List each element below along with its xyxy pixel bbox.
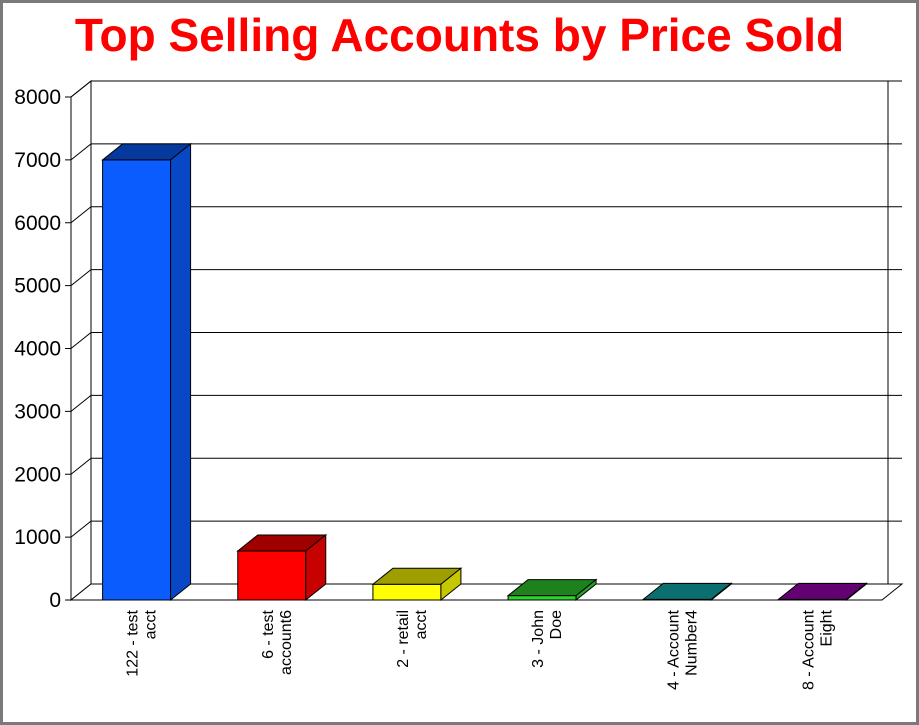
bar-side <box>710 582 732 602</box>
bar <box>102 159 172 601</box>
x-tick-label: 2 - retailacct <box>395 609 430 667</box>
x-tick-label: 122 - testacct <box>125 609 160 676</box>
x-tick-label: 6 - testaccount6 <box>260 609 295 674</box>
bar-side <box>845 582 867 602</box>
y-tick-label: 2000 <box>14 463 61 486</box>
bar <box>507 595 577 601</box>
x-tick-label: 3 - JohnDoe <box>530 610 565 668</box>
floor <box>69 583 904 601</box>
y-tick-label: 8000 <box>14 86 61 109</box>
gridline <box>70 206 902 224</box>
y-tick-label: 3000 <box>14 400 61 423</box>
y-tick-label: 7000 <box>14 149 61 172</box>
x-tick-label: 8 - AccountEight <box>800 609 835 690</box>
bar-side <box>170 142 192 602</box>
gridline <box>70 457 902 475</box>
gridline <box>70 520 902 538</box>
y-tick-label: 1000 <box>14 526 61 549</box>
gridline <box>70 332 902 349</box>
gridline <box>70 143 902 161</box>
gridline <box>70 269 902 287</box>
y-tick-label: 4000 <box>14 338 61 361</box>
gridline <box>70 80 902 98</box>
gridline <box>70 394 902 412</box>
y-tick-label: 6000 <box>14 212 61 235</box>
chart-title: Top Selling Accounts by Price Sold <box>74 9 845 61</box>
y-tick-label: 0 <box>49 589 61 612</box>
y-tick-label: 5000 <box>14 275 61 298</box>
bar-side <box>575 578 597 602</box>
bar-side <box>305 533 327 602</box>
bar <box>372 583 442 601</box>
bar <box>237 550 307 601</box>
x-tick-label: 4 - AccountNumber4 <box>665 609 700 690</box>
bar-side <box>440 567 462 602</box>
